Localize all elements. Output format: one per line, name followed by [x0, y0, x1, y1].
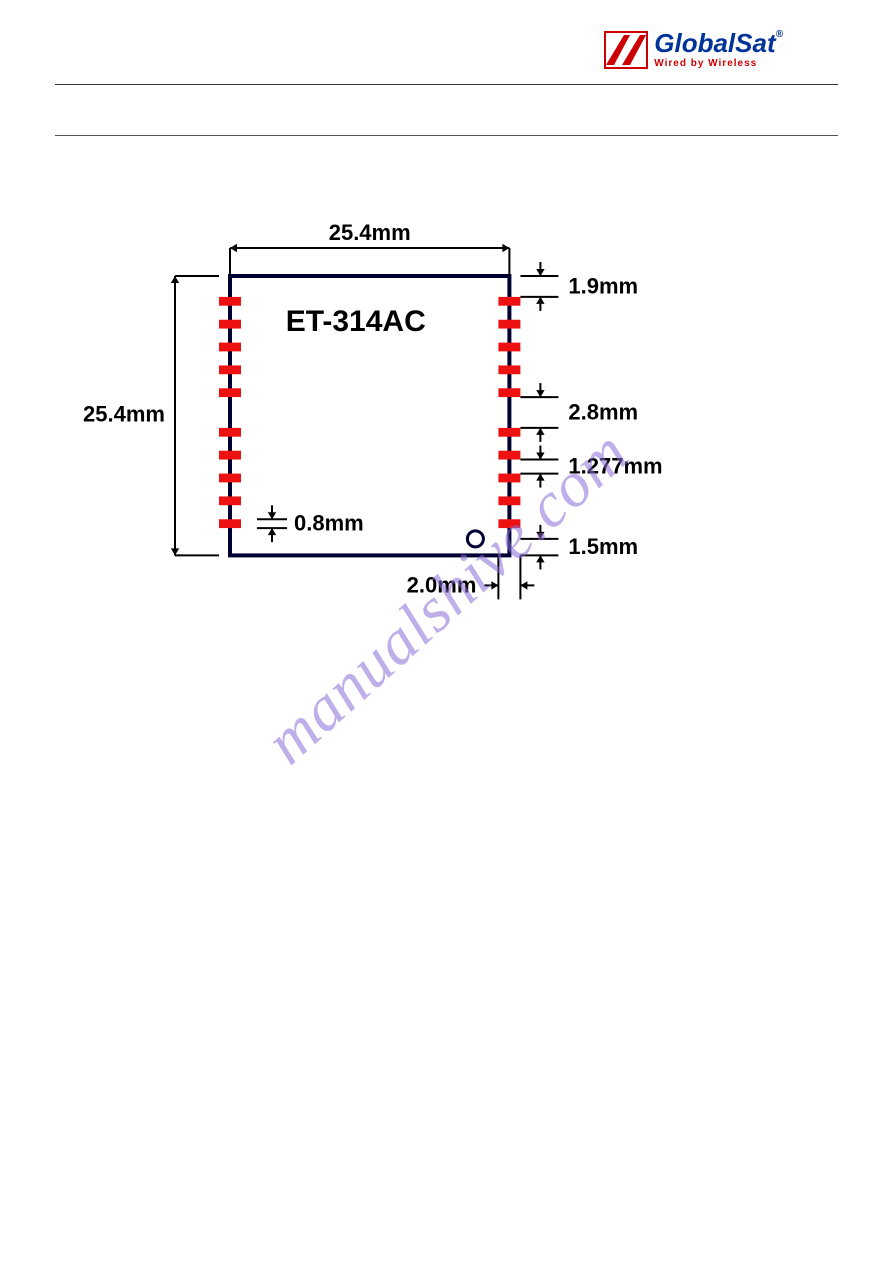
pad — [219, 320, 241, 329]
logo-mark-icon — [604, 31, 648, 69]
pad — [219, 451, 241, 460]
logo-brand-sat: Sat — [735, 28, 775, 58]
logo-reg-mark: ® — [776, 29, 783, 40]
pad — [219, 343, 241, 352]
pad — [498, 297, 520, 306]
pad — [498, 388, 520, 397]
dim-width: 25.4mm — [329, 220, 411, 245]
pad — [498, 496, 520, 505]
mechanical-svg: ET-314AC 25.4mm 25.4mm 1.9mm 2.8mm 1.277mm 1.5… — [55, 216, 815, 666]
logo: GlobalSat® Wired by Wireless — [604, 30, 783, 69]
mechanical-drawing: ET-314AC 25.4mm 25.4mm 1.9mm 2.8mm 1.277mm 1.5… — [55, 216, 838, 666]
pad — [219, 519, 241, 528]
dim-pad-height: 0.8mm — [294, 511, 364, 536]
logo-brand-global: Global — [654, 28, 735, 58]
part-label: ET-314AC — [286, 305, 426, 338]
dim-label: 1.9mm — [568, 273, 638, 298]
pad — [498, 428, 520, 437]
pad — [219, 365, 241, 374]
pad — [498, 519, 520, 528]
dim-pad-length: 2.0mm — [407, 572, 477, 597]
pad — [219, 297, 241, 306]
pad — [219, 428, 241, 437]
pad — [498, 451, 520, 460]
dim-label: 1.277mm — [568, 454, 662, 479]
pad — [498, 320, 520, 329]
section-divider — [55, 135, 838, 136]
logo-tagline: Wired by Wireless — [654, 58, 783, 69]
dim-label: 2.8mm — [568, 399, 638, 424]
page-header: GlobalSat® Wired by Wireless — [55, 0, 838, 85]
logo-text-group: GlobalSat® Wired by Wireless — [654, 30, 783, 69]
pad — [219, 474, 241, 483]
dim-label: 1.5mm — [568, 534, 638, 559]
dim-height: 25.4mm — [83, 402, 165, 427]
logo-brand: GlobalSat® — [654, 30, 783, 56]
pad — [498, 365, 520, 374]
pad — [219, 496, 241, 505]
pad — [219, 388, 241, 397]
pad — [498, 343, 520, 352]
pad — [498, 474, 520, 483]
